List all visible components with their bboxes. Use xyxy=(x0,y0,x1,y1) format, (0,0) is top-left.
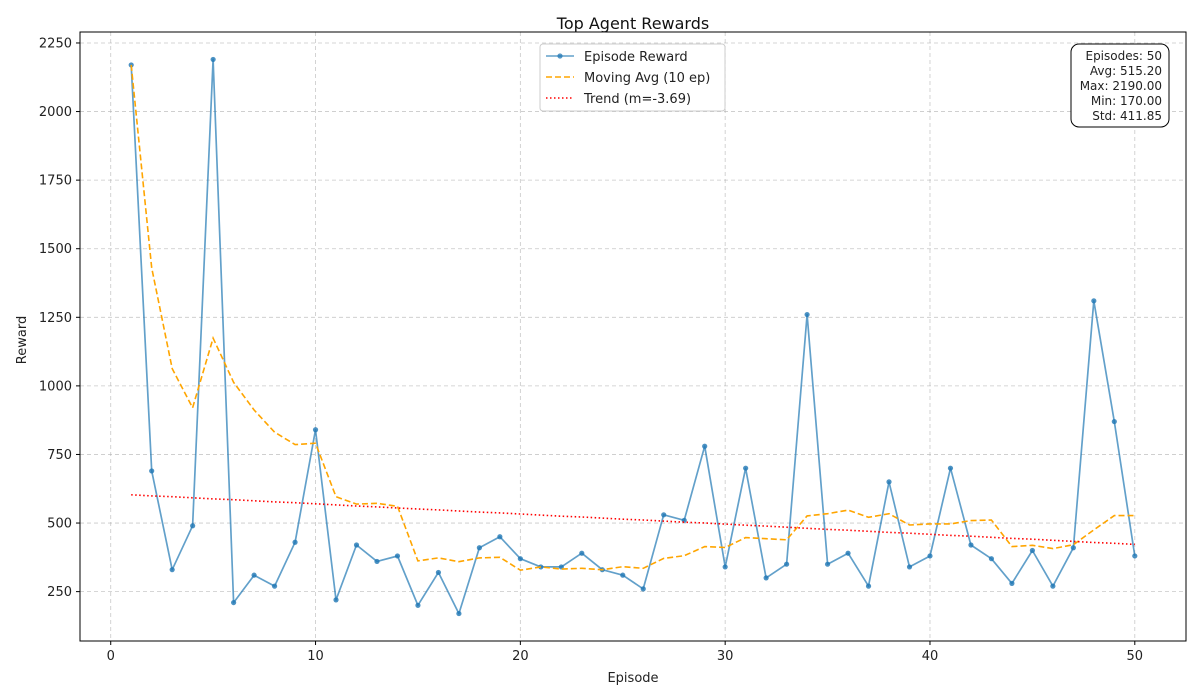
episode-reward-point xyxy=(231,599,237,606)
x-tick-label: 40 xyxy=(922,649,939,664)
episode-reward-point xyxy=(394,553,401,559)
episode-reward-point xyxy=(824,561,831,567)
y-tick-label: 500 xyxy=(47,517,72,532)
episode-reward-point xyxy=(1091,298,1097,304)
episode-reward-point xyxy=(1050,583,1056,589)
episode-reward-point xyxy=(1111,418,1117,425)
grid xyxy=(80,32,1186,641)
legend-marker-episode-reward xyxy=(557,53,563,59)
episode-reward-point xyxy=(988,556,995,562)
episode-reward-point xyxy=(640,586,646,592)
episode-reward-point xyxy=(497,534,503,540)
plot-frame xyxy=(79,31,1187,642)
stats-avg: Avg: 515.20 xyxy=(1090,64,1162,78)
episode-reward-point xyxy=(681,517,687,523)
episode-reward-point xyxy=(1029,547,1035,554)
episode-reward-point xyxy=(702,443,708,449)
chart-title: Top Agent Rewards xyxy=(556,14,709,33)
series-layer xyxy=(128,56,1138,617)
y-tick-label: 2000 xyxy=(39,105,72,120)
episode-reward-point xyxy=(333,597,339,603)
stats-box: Episodes: 50 Avg: 515.20 Max: 2190.00 Mi… xyxy=(1070,43,1170,128)
episode-reward-point xyxy=(845,550,851,556)
episode-reward-point xyxy=(784,561,790,567)
episode-reward-point xyxy=(169,567,175,573)
episode-reward-point xyxy=(558,564,564,570)
y-tick-label: 1750 xyxy=(39,174,72,189)
episode-reward-point xyxy=(353,542,360,548)
x-tick-label: 0 xyxy=(107,649,115,664)
y-axis-label: Reward xyxy=(15,316,30,364)
legend-label-episode-reward: Episode Reward xyxy=(584,50,688,65)
episode-reward-point xyxy=(1070,545,1076,551)
episode-reward-point xyxy=(374,558,380,565)
episode-reward-point xyxy=(517,556,523,562)
episode-reward-point xyxy=(804,311,810,318)
episode-reward-point xyxy=(620,572,626,578)
episode-reward-point xyxy=(476,545,482,551)
stats-episodes: Episodes: 50 xyxy=(1085,49,1162,63)
stats-max: Max: 2190.00 xyxy=(1080,79,1162,93)
axis-ticks: 0 10 20 30 40 50 250 500 750 1000 1250 1500 1750 2000… xyxy=(39,36,1143,664)
x-tick-label: 50 xyxy=(1127,649,1144,664)
episode-reward-point xyxy=(292,539,298,545)
stats-box-frame xyxy=(1070,43,1170,128)
y-tick-label: 1000 xyxy=(39,379,72,394)
y-tick-label: 250 xyxy=(47,585,72,600)
episode-reward-point xyxy=(456,610,462,617)
episode-reward-point xyxy=(927,553,933,559)
y-tick-label: 1250 xyxy=(39,311,72,326)
episode-reward-point xyxy=(1132,553,1138,559)
episode-reward-point xyxy=(968,542,974,548)
episode-reward-point xyxy=(722,564,728,570)
episode-reward-point xyxy=(906,564,913,570)
episode-reward-point xyxy=(251,572,257,578)
legend-label-moving-avg: Moving Avg (10 ep) xyxy=(584,71,710,86)
episode-reward-point xyxy=(743,465,749,471)
episode-reward-point xyxy=(210,56,216,63)
x-tick-label: 30 xyxy=(717,649,734,664)
y-tick-label: 1500 xyxy=(39,242,72,257)
y-tick-label: 750 xyxy=(47,448,72,463)
legend: Episode Reward Moving Avg (10 ep) Trend … xyxy=(539,43,726,112)
legend-label-trend: Trend (m=-3.69) xyxy=(583,92,691,107)
episode-reward-point xyxy=(190,523,196,529)
episode-reward-point xyxy=(271,583,278,589)
episode-reward-line xyxy=(130,58,1136,615)
episode-reward-point xyxy=(312,427,319,433)
trend-line xyxy=(131,494,1135,546)
y-tick-label: 2250 xyxy=(39,36,72,51)
episode-reward-point xyxy=(865,583,872,589)
stats-min: Min: 170.00 xyxy=(1091,94,1162,108)
episode-reward-point xyxy=(435,569,442,576)
x-axis-label: Episode xyxy=(607,671,658,686)
episode-reward-point xyxy=(1009,580,1015,586)
episode-reward-point xyxy=(886,479,892,485)
x-tick-label: 20 xyxy=(512,649,529,664)
moving-avg-line xyxy=(130,64,1135,572)
episode-reward-point xyxy=(415,602,421,608)
episode-reward-point xyxy=(149,468,155,474)
episode-reward-point xyxy=(661,512,667,518)
legend-box xyxy=(539,43,726,112)
episode-reward-point xyxy=(947,465,954,471)
x-tick-label: 10 xyxy=(307,649,324,664)
stats-std: Std: 411.85 xyxy=(1092,109,1162,123)
episode-reward-point xyxy=(579,550,585,556)
episode-reward-point xyxy=(763,575,769,581)
